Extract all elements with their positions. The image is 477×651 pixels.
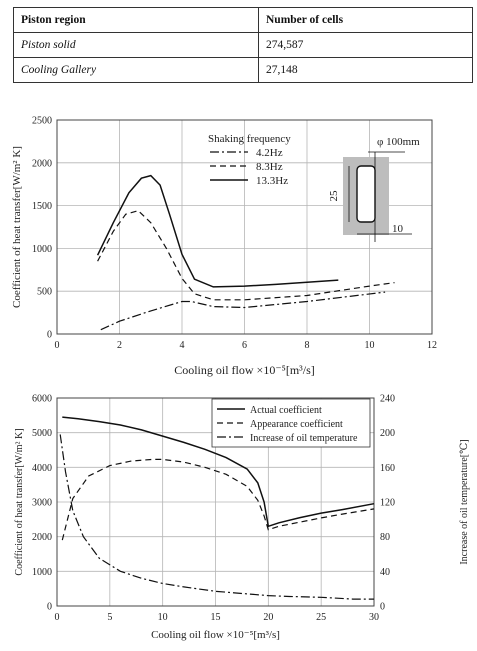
series-line [61,458,375,541]
y-axis-label: Coefficient of heat transfer[W/m² K] [14,428,25,575]
x-tick-label: 2 [117,340,122,351]
inset-height-label: 25 [328,190,340,202]
x-tick-label: 6 [242,340,247,351]
y-tick-label: 4000 [32,463,52,474]
y-tick-label: 0 [47,330,52,341]
legend-title: Shaking frequency [208,133,291,145]
y-axis-label: Coefficient of heat transfer[W/m² K] [11,146,23,308]
x-tick-label: 5 [107,612,112,623]
table-cell-count: 274,587 [258,32,473,58]
x-tick-label: 20 [263,612,273,623]
y-tick-label: 1000 [32,567,52,578]
table-row: Cooling Gallery 27,148 [13,57,473,83]
table-cell-region: Cooling Gallery [13,57,259,83]
legend-label: 13.3Hz [256,175,288,187]
plot-frame [56,397,375,607]
heat-transfer-vs-shaking-chart: 0 2 4 6 8 10 12 0 500 1000 1500 2000 2500 Cooling oil… [0,112,477,382]
legend-label: 4.2Hz [256,147,283,159]
series-line [96,174,339,288]
table-header-cells: Number of cells [258,7,473,33]
y-tick-label: 1000 [32,244,52,255]
y-right-tick-label: 160 [380,463,395,474]
x-tick-label: 12 [427,340,437,351]
y-tick-label: 0 [47,602,52,613]
inset-diameter-label: φ 100mm [377,136,420,148]
y-tick-label: 2000 [32,532,52,543]
plot-frame [56,119,433,335]
y-tick-label: 6000 [32,394,52,405]
series-line [59,434,374,600]
y-tick-label: 1500 [32,201,52,212]
y-right-axis-label: Increase of oil temperature[℃] [459,439,470,564]
legend-label: Appearance coefficient [250,419,343,430]
y-tick-label: 2500 [32,116,52,127]
y-tick-label: 500 [37,287,52,298]
y-right-tick-label: 80 [380,532,390,543]
series-line [62,416,375,528]
cells-table: Piston region Number of cells Piston sol… [13,7,473,83]
x-tick-label: 0 [55,340,60,351]
x-tick-label: 8 [305,340,310,351]
table-header-region: Piston region [13,7,259,33]
series-line [100,291,386,331]
y-tick-label: 3000 [32,498,52,509]
table-row: Piston solid 274,587 [13,32,473,58]
x-tick-label: 15 [211,612,221,623]
x-tick-label: 10 [158,612,168,623]
x-tick-label: 0 [55,612,60,623]
y-right-tick-label: 120 [380,498,395,509]
x-tick-label: 10 [365,340,375,351]
y-tick-label: 2000 [32,158,52,169]
y-right-tick-label: 240 [380,394,395,405]
y-right-tick-label: 40 [380,567,390,578]
table-header-row: Piston region Number of cells [13,7,473,33]
heat-transfer-vs-oil-temperature-chart: 0 5 10 15 20 25 30 0 1000 2000 3000 4000 5000 6000 0 40… [0,390,477,648]
series-line [97,210,395,301]
x-axis-label: Cooling oil flow ×10⁻⁵[m³/s] [151,629,280,641]
legend-label: Increase of oil temperature [250,433,358,444]
y-tick-label: 5000 [32,428,52,439]
chart2-svg: 0 5 10 15 20 25 300100020003000400050006000040… [14,394,470,642]
y-right-tick-label: 200 [380,428,395,439]
x-axis-label: Cooling oil flow ×10⁻⁵[m³/s] [174,363,315,377]
legend-label: Actual coefficient [250,405,322,416]
legend-label: 8.3Hz [256,161,283,173]
chart1-svg: 0 2 4 6 8 10 12 0 500 1000 1500 2000 2500 Cooling oil… [11,116,437,378]
table-cell-count: 27,148 [258,57,473,83]
x-tick-label: 30 [369,612,379,623]
x-tick-label: 25 [316,612,326,623]
x-tick-label: 4 [180,340,185,351]
table-cell-region: Piston solid [13,32,259,58]
inset-width-label: 10 [392,223,404,235]
y-right-tick-label: 0 [380,602,385,613]
inset-gallery-outline [356,165,376,223]
